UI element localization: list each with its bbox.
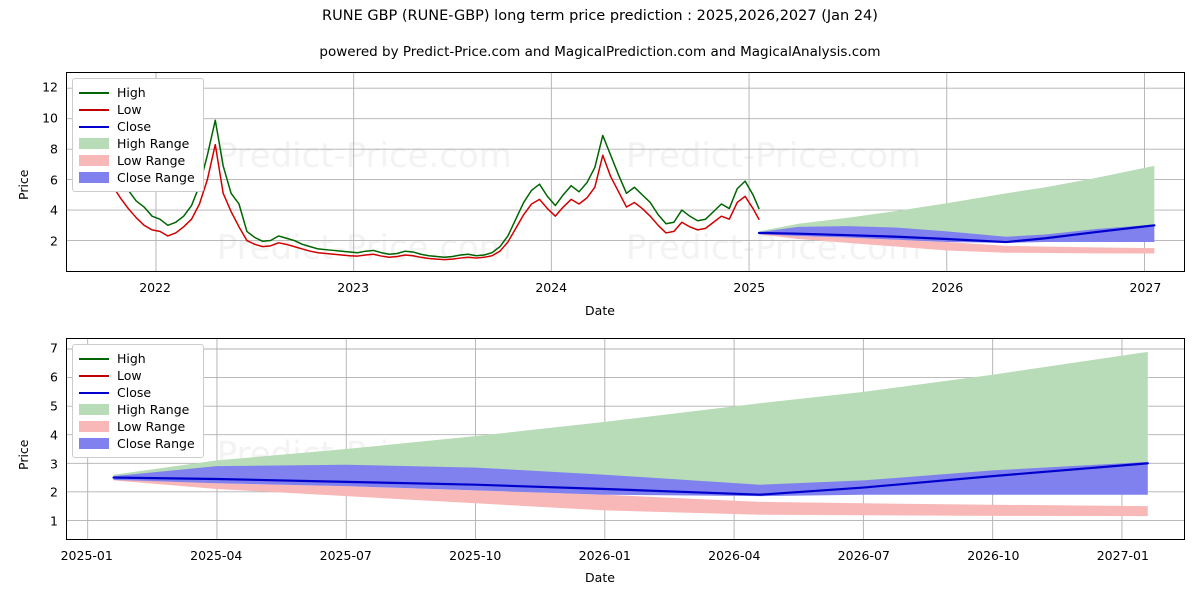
legend-item-label: Close Range bbox=[117, 169, 195, 186]
bottom-chart-x-axis-label: Date bbox=[0, 570, 1200, 585]
bottom-chart-panel: Predict-Price.comPredict-Price.com HighL… bbox=[66, 338, 1185, 540]
legend-item-label: High Range bbox=[117, 401, 189, 418]
legend-item-label: Low Range bbox=[117, 152, 185, 169]
legend-line-swatch bbox=[79, 392, 109, 394]
legend-patch-swatch bbox=[79, 172, 109, 183]
legend-line-swatch bbox=[79, 375, 109, 377]
y-tick-label: 8 bbox=[50, 141, 58, 156]
x-tick-label: 2025 bbox=[733, 280, 765, 295]
y-tick-label: 7 bbox=[50, 341, 58, 356]
legend-line-swatch bbox=[79, 92, 109, 94]
bottom-chart-plot-area: Predict-Price.comPredict-Price.com HighL… bbox=[66, 338, 1185, 540]
legend-item-high-range: High Range bbox=[79, 135, 195, 152]
y-tick-label: 12 bbox=[42, 80, 58, 95]
y-tick-label: 2 bbox=[50, 234, 58, 249]
x-tick-label: 2025-04 bbox=[190, 548, 242, 563]
legend-line-swatch bbox=[79, 109, 109, 111]
x-tick-label: 2026 bbox=[931, 280, 963, 295]
y-tick-label: 10 bbox=[42, 111, 58, 126]
top-chart-plot-area: Predict-Price.com Predict-Price.com Predic… bbox=[66, 72, 1185, 272]
x-tick-label: 2027-01 bbox=[1097, 548, 1149, 563]
watermark-text: Predict-Price.com bbox=[217, 228, 512, 267]
x-tick-label: 2022 bbox=[139, 280, 171, 295]
y-tick-label: 1 bbox=[50, 514, 58, 529]
legend-item-label: Close Range bbox=[117, 435, 195, 452]
legend-line-swatch bbox=[79, 358, 109, 360]
page-subtitle: powered by Predict-Price.com and Magical… bbox=[0, 44, 1200, 60]
top-chart-canvas: Predict-Price.com Predict-Price.com Predic… bbox=[67, 73, 1184, 271]
legend-item-label: Low bbox=[117, 367, 142, 384]
legend-item-high-range: High Range bbox=[79, 401, 195, 418]
legend-item-label: High Range bbox=[117, 135, 189, 152]
x-tick-label: 2026-01 bbox=[579, 548, 631, 563]
bottom-chart-y-ticks: 1 2 3 4 5 6 7 bbox=[0, 338, 58, 540]
x-tick-label: 2026-10 bbox=[967, 548, 1019, 563]
y-tick-label: 6 bbox=[50, 369, 58, 384]
legend-item-close-range: Close Range bbox=[79, 435, 195, 452]
x-tick-label: 2025-10 bbox=[449, 548, 501, 563]
x-tick-label: 2026-07 bbox=[838, 548, 890, 563]
page-title: RUNE GBP (RUNE-GBP) long term price pred… bbox=[0, 8, 1200, 24]
legend-line-swatch bbox=[79, 126, 109, 128]
legend-patch-swatch bbox=[79, 404, 109, 415]
x-tick-label: 2026-04 bbox=[708, 548, 760, 563]
x-tick-label: 2027 bbox=[1129, 280, 1161, 295]
watermark-text: Predict-Price.com bbox=[217, 136, 512, 175]
legend-patch-swatch bbox=[79, 438, 109, 449]
top-chart-x-ticks: 2022 2023 2024 2025 2026 2027 bbox=[66, 274, 1185, 296]
bottom-chart-x-ticks: 2025-012025-042025-072025-102026-012026-… bbox=[66, 542, 1185, 564]
watermark-text: Predict-Price.com bbox=[626, 136, 921, 175]
legend-patch-swatch bbox=[79, 138, 109, 149]
x-tick-label: 2025-07 bbox=[320, 548, 372, 563]
x-tick-label: 2023 bbox=[337, 280, 369, 295]
legend-item-low-range: Low Range bbox=[79, 418, 195, 435]
legend-item-close: Close bbox=[79, 118, 195, 135]
legend-item-label: High bbox=[117, 350, 146, 367]
top-chart-x-axis-label: Date bbox=[0, 303, 1200, 318]
y-tick-label: 3 bbox=[50, 456, 58, 471]
legend-item-close: Close bbox=[79, 384, 195, 401]
legend-item-label: Low bbox=[117, 101, 142, 118]
top-chart-panel: Predict-Price.com Predict-Price.com Predic… bbox=[66, 72, 1185, 272]
legend-item-close-range: Close Range bbox=[79, 169, 195, 186]
y-tick-label: 5 bbox=[50, 398, 58, 413]
legend-item-low: Low bbox=[79, 367, 195, 384]
y-tick-label: 4 bbox=[50, 203, 58, 218]
legend-item-label: Close bbox=[117, 384, 151, 401]
y-tick-label: 6 bbox=[50, 172, 58, 187]
top-chart-legend: HighLowCloseHigh RangeLow RangeClose Ran… bbox=[72, 78, 204, 192]
chart-page: RUNE GBP (RUNE-GBP) long term price pred… bbox=[0, 0, 1200, 600]
bottom-chart-legend: HighLowCloseHigh RangeLow RangeClose Ran… bbox=[72, 344, 204, 458]
x-tick-label: 2024 bbox=[535, 280, 567, 295]
y-tick-label: 2 bbox=[50, 485, 58, 500]
legend-item-high: High bbox=[79, 84, 195, 101]
legend-item-label: Low Range bbox=[117, 418, 185, 435]
legend-item-high: High bbox=[79, 350, 195, 367]
legend-item-label: High bbox=[117, 84, 146, 101]
x-tick-label: 2025-01 bbox=[61, 548, 113, 563]
bottom-chart-canvas: Predict-Price.comPredict-Price.com bbox=[67, 339, 1184, 539]
legend-item-low-range: Low Range bbox=[79, 152, 195, 169]
legend-patch-swatch bbox=[79, 155, 109, 166]
legend-item-label: Close bbox=[117, 118, 151, 135]
legend-patch-swatch bbox=[79, 421, 109, 432]
y-tick-label: 4 bbox=[50, 427, 58, 442]
top-chart-y-ticks: 2 4 6 8 10 12 bbox=[0, 72, 58, 272]
legend-item-low: Low bbox=[79, 101, 195, 118]
